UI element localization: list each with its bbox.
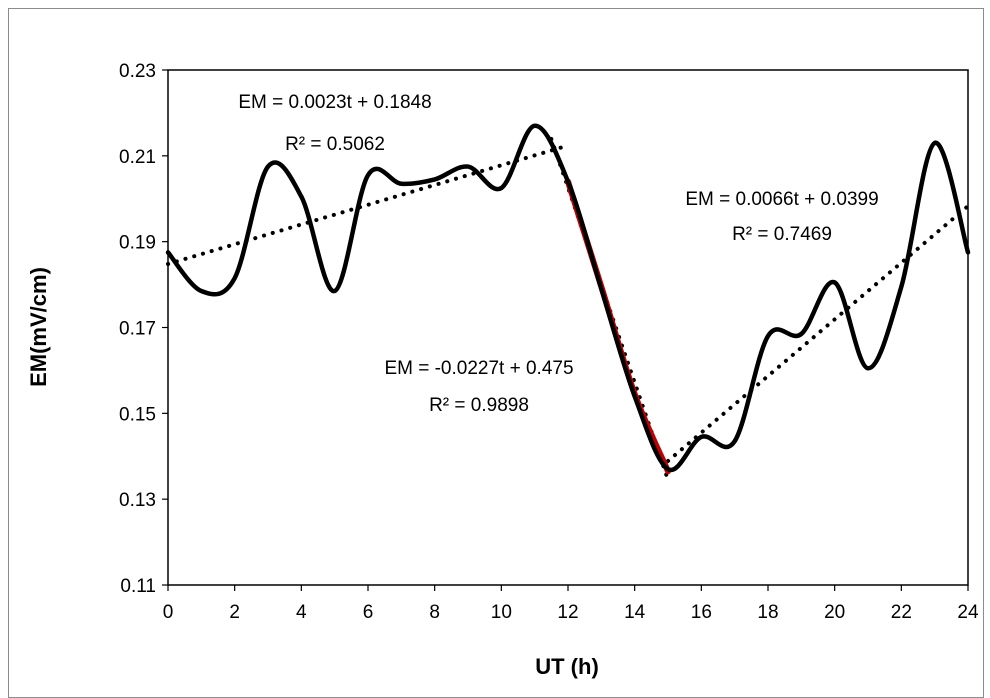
x-axis-title: UT (h)	[535, 654, 599, 679]
y-tick-label: 0.15	[119, 404, 156, 425]
annotation-1-r2: R² = 0.7469	[732, 224, 832, 245]
x-tick-label: 2	[229, 602, 240, 623]
annotation-2-equation: EM = -0.0227t + 0.475	[384, 358, 573, 379]
trendline-2	[666, 204, 970, 463]
x-tick-label: 4	[296, 602, 307, 623]
annotation-0-equation: EM = 0.0023t + 0.1848	[238, 92, 431, 113]
x-tick-label: 12	[557, 602, 578, 623]
y-tick-label: 0.19	[119, 233, 156, 254]
y-tick-label: 0.23	[119, 61, 156, 82]
series-0-line	[165, 123, 971, 473]
x-tick-label: 22	[891, 602, 912, 623]
x-tick-label: 8	[429, 602, 440, 623]
y-tick-label: 0.17	[119, 319, 156, 340]
y-tick-label: 0.11	[120, 576, 156, 597]
x-tick-label: 14	[624, 602, 646, 623]
x-tick-label: 0	[163, 602, 174, 623]
annotation-2-r2: R² = 0.9898	[429, 395, 529, 416]
annotation-0-r2: R² = 0.5062	[285, 134, 385, 155]
x-tick-label: 20	[824, 602, 845, 623]
x-tick-label: 10	[491, 602, 512, 623]
y-tick-label: 0.21	[119, 147, 156, 168]
trendline-0	[166, 143, 570, 266]
x-axis: 0 2 4 6 8 10 12 14 16 18 20 22 24	[163, 585, 979, 623]
series-layer	[165, 123, 971, 475]
annotation-1-equation: EM = 0.0066t + 0.0399	[685, 189, 878, 210]
y-tick-label: 0.13	[119, 490, 156, 511]
x-tick-label: 6	[363, 602, 374, 623]
x-tick-label: 18	[757, 602, 778, 623]
y-axis-title: EM(mV/cm)	[26, 267, 51, 387]
y-axis: 0.11 0.13 0.15 0.17 0.19 0.21 0.23	[119, 61, 168, 597]
plot-area	[167, 69, 969, 586]
x-tick-label: 16	[691, 602, 712, 623]
x-tick-label: 24	[957, 602, 979, 623]
